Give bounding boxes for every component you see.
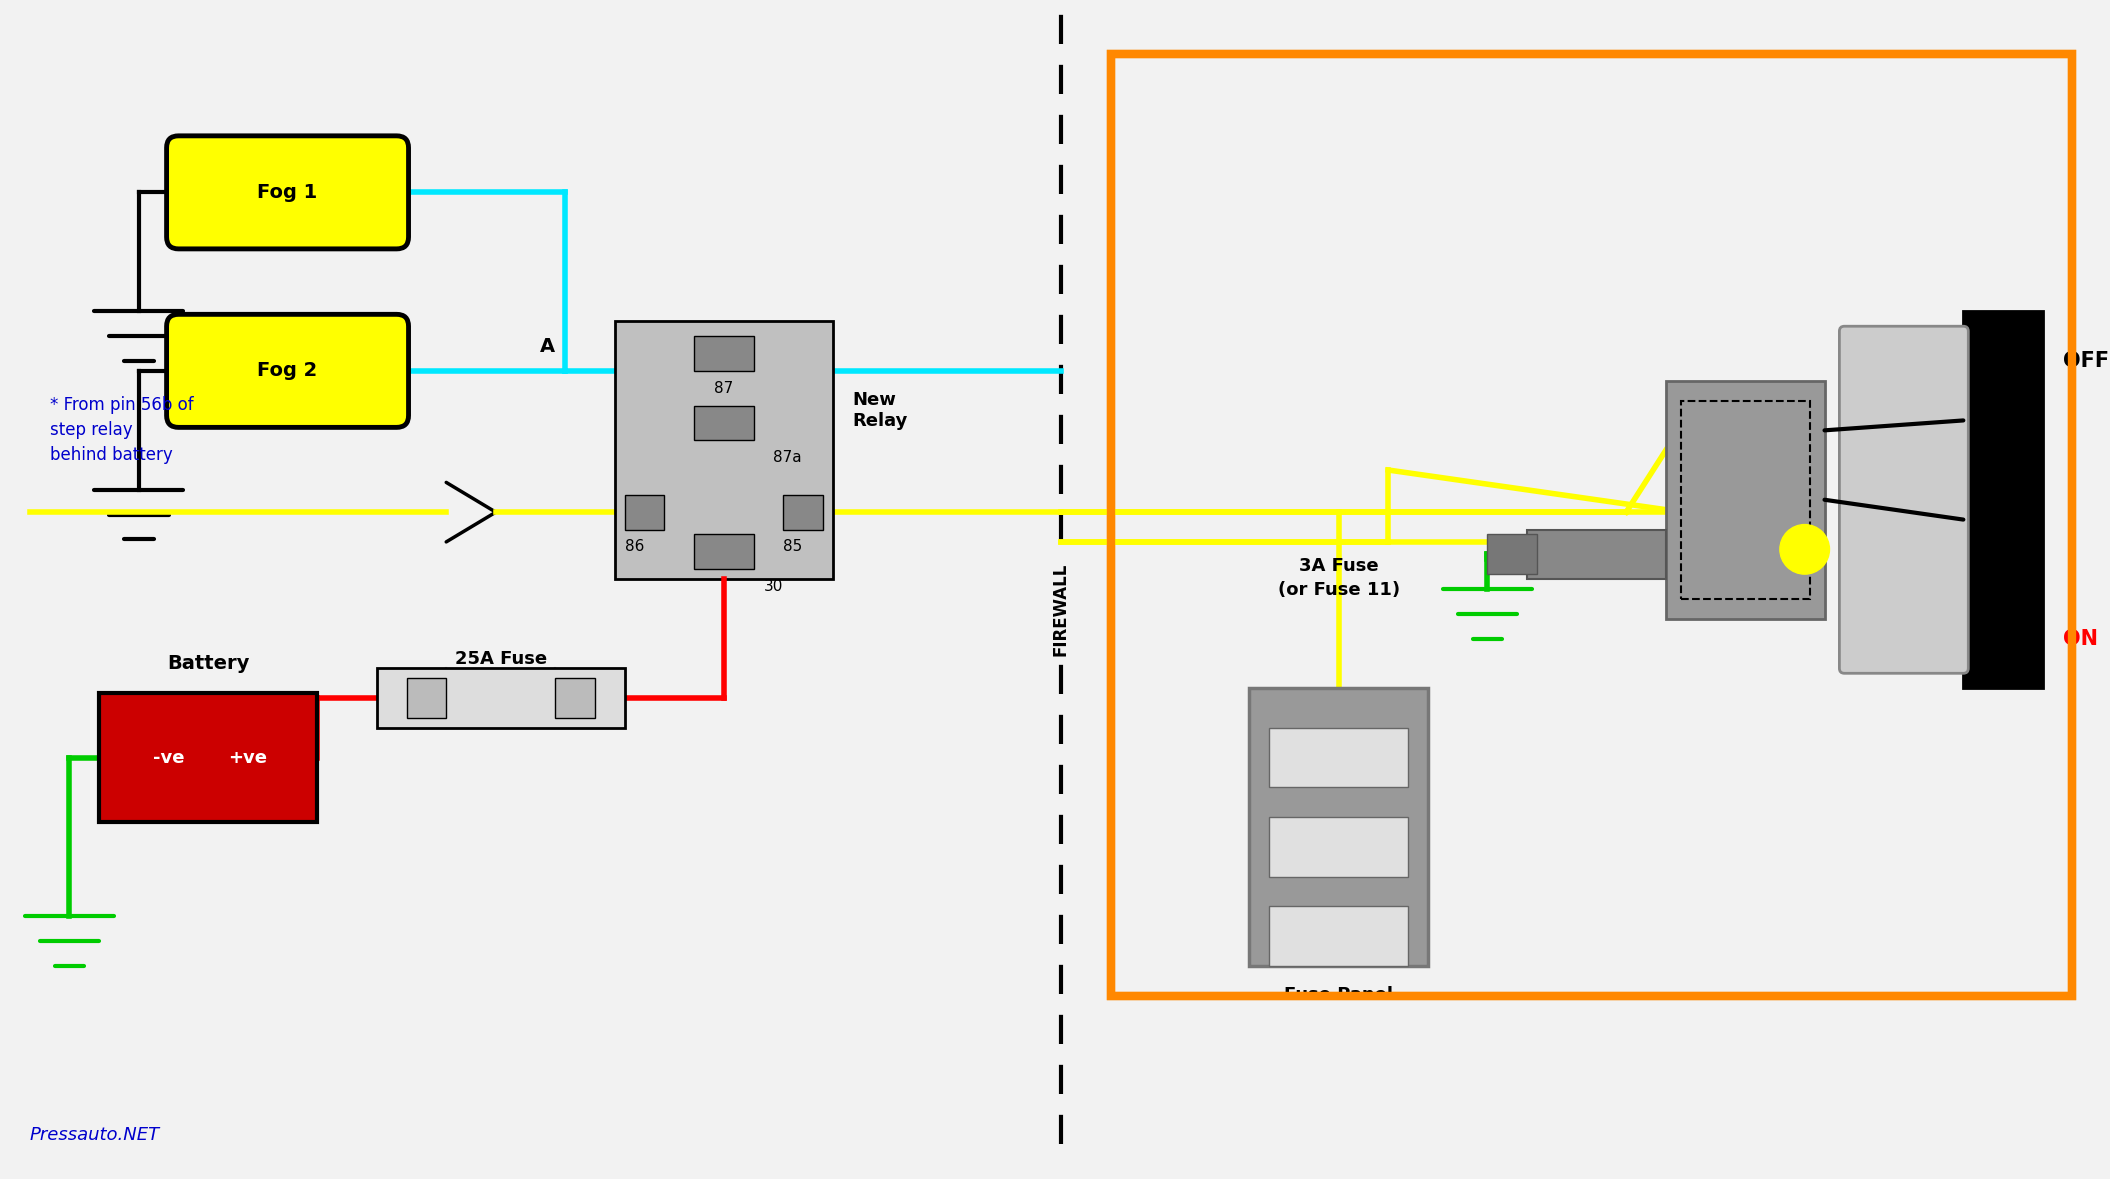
FancyBboxPatch shape xyxy=(167,315,409,427)
Circle shape xyxy=(1781,525,1829,574)
FancyBboxPatch shape xyxy=(1270,817,1407,876)
FancyBboxPatch shape xyxy=(625,495,665,529)
Text: A: A xyxy=(540,337,555,356)
Text: 87a: 87a xyxy=(774,450,802,466)
FancyBboxPatch shape xyxy=(1270,907,1407,966)
FancyBboxPatch shape xyxy=(1249,689,1428,966)
Text: Pressauto.NET: Pressauto.NET xyxy=(30,1126,160,1145)
FancyBboxPatch shape xyxy=(1488,534,1536,574)
Text: -ve: -ve xyxy=(152,749,184,766)
Text: 85: 85 xyxy=(783,540,802,554)
FancyBboxPatch shape xyxy=(614,321,833,579)
FancyBboxPatch shape xyxy=(783,495,823,529)
FancyBboxPatch shape xyxy=(1962,311,2042,689)
Text: OFF: OFF xyxy=(2061,351,2108,371)
Text: New
Relay: New Relay xyxy=(852,391,907,430)
FancyBboxPatch shape xyxy=(555,678,595,718)
FancyBboxPatch shape xyxy=(694,406,753,440)
FancyBboxPatch shape xyxy=(694,336,753,371)
FancyBboxPatch shape xyxy=(407,678,445,718)
Text: 25A Fuse: 25A Fuse xyxy=(454,651,546,668)
FancyBboxPatch shape xyxy=(1528,529,1667,579)
Text: +ve: +ve xyxy=(228,749,268,766)
Text: 3A Fuse
(or Fuse 11): 3A Fuse (or Fuse 11) xyxy=(1277,558,1399,599)
FancyBboxPatch shape xyxy=(99,693,316,822)
FancyBboxPatch shape xyxy=(1667,381,1825,619)
FancyBboxPatch shape xyxy=(167,136,409,249)
FancyBboxPatch shape xyxy=(1840,327,1969,673)
Text: 87: 87 xyxy=(713,381,734,396)
Text: Fog 2: Fog 2 xyxy=(257,361,319,381)
FancyBboxPatch shape xyxy=(1270,727,1407,788)
Text: Fog 1: Fog 1 xyxy=(257,183,319,202)
Text: Fuse Panel: Fuse Panel xyxy=(1285,986,1393,1003)
FancyBboxPatch shape xyxy=(694,534,753,569)
Text: 30: 30 xyxy=(764,579,783,594)
Text: * From pin 56b of
step relay
behind battery: * From pin 56b of step relay behind batt… xyxy=(49,396,194,465)
FancyBboxPatch shape xyxy=(378,668,625,727)
Text: FIREWALL: FIREWALL xyxy=(1053,562,1070,656)
Text: ON: ON xyxy=(2061,628,2097,648)
Text: 86: 86 xyxy=(625,540,644,554)
Text: Battery: Battery xyxy=(167,654,249,673)
